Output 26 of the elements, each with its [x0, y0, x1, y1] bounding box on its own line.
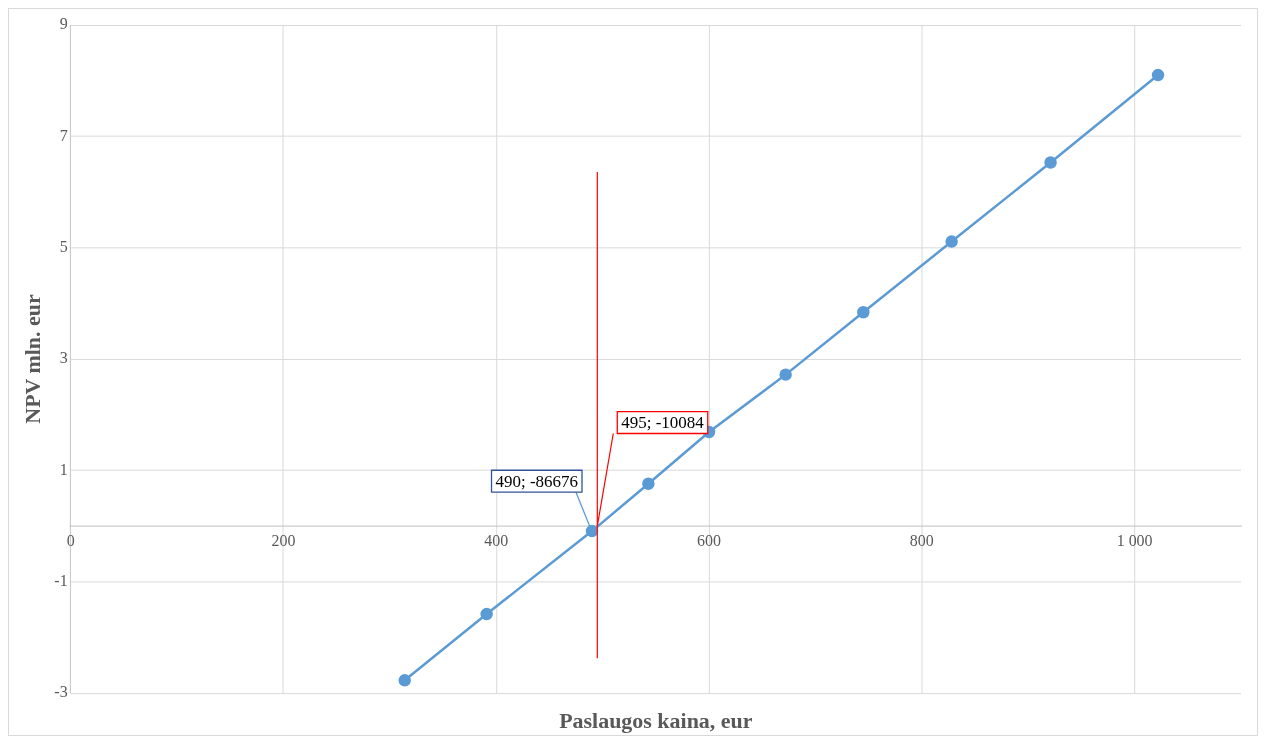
- y-tick-label: 5: [59, 237, 68, 255]
- point: [480, 607, 493, 621]
- point: [1044, 156, 1057, 169]
- x-tick-label: 600: [697, 532, 722, 550]
- x-tick-label: 400: [484, 532, 509, 550]
- y-tick-label: 1: [59, 460, 68, 478]
- y-tick-label: 9: [59, 15, 68, 33]
- y-tick-label: -1: [54, 571, 68, 589]
- point: [857, 306, 870, 319]
- annotation: 490; -86676: [495, 471, 578, 491]
- point: [945, 235, 958, 248]
- x-tick-label: 200: [271, 532, 296, 550]
- point: [398, 674, 411, 687]
- point: [642, 477, 655, 490]
- y-tick-label: -3: [54, 683, 68, 701]
- x-axis-title: Paslaugos kaina, eur: [559, 707, 753, 733]
- point: [585, 524, 599, 538]
- y-tick-label: 7: [59, 126, 68, 144]
- x-tick-label: 800: [909, 532, 934, 550]
- point: [779, 368, 792, 381]
- point: [1151, 68, 1165, 82]
- y-tick-label: 3: [59, 349, 68, 367]
- x-tick-label: 0: [66, 532, 75, 550]
- x-tick-label: 1 000: [1116, 532, 1153, 550]
- y-axis-title: NPV mln. eur: [19, 294, 45, 424]
- ref-line-label: 495; -10084: [621, 412, 705, 432]
